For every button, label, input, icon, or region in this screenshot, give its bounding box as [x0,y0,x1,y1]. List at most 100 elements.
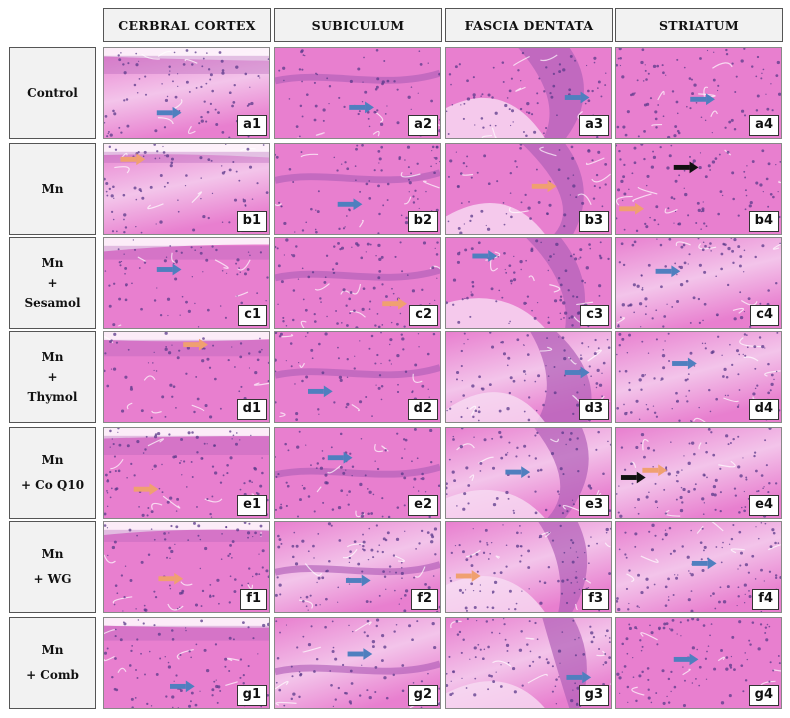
micrograph-panel-a3: a3 [445,47,612,139]
micrograph-panel-a1: a1 [103,47,270,139]
orange-arrow-icon [642,464,668,477]
blue-arrow-icon [566,671,592,684]
micrograph-panel-b3: b3 [445,143,612,235]
panel-label: f2 [411,589,438,610]
row-header-line: Thymol [27,389,78,404]
micrograph-image [104,48,269,138]
panel-label: d2 [407,399,438,420]
micrograph-panel-f1: f1 [103,521,270,613]
column-header-4: STRIATUM [615,8,783,42]
micrograph-image [446,48,611,138]
row-header-line: Mn [41,349,64,364]
micrograph-panel-f4: f4 [615,521,782,613]
micrograph-panel-d1: d1 [103,331,270,423]
micrograph-image [104,332,269,422]
column-header-2: SUBICULUM [274,8,442,42]
micrograph-panel-b4: b4 [615,143,782,235]
blue-arrow-icon [156,263,182,276]
micrograph-panel-g4: g4 [615,617,782,709]
row-header-line: + Comb [26,668,79,682]
micrograph-panel-b1: b1 [103,143,270,235]
orange-arrow-icon [382,297,407,310]
blue-arrow-icon [349,101,374,114]
panel-label: a3 [579,115,609,136]
panel-label: g4 [748,685,779,706]
micrograph-panel-f2: f2 [274,521,441,613]
row-header-line: Mn [41,181,64,196]
panel-label: c4 [750,305,779,326]
blue-arrow-icon [564,366,590,379]
panel-label: f1 [240,589,267,610]
blue-arrow-icon [672,357,697,370]
micrograph-panel-e3: e3 [445,427,612,519]
micrograph-panel-d3: d3 [445,331,612,423]
blue-arrow-icon [170,680,195,693]
row-header-5: Mn + Co Q10 [9,427,96,519]
micrograph-panel-g2: g2 [274,617,441,709]
micrograph-panel-g3: g3 [445,617,612,709]
panel-label: c1 [238,305,267,326]
micrograph-panel-g1: g1 [103,617,270,709]
row-header-line: Mn [41,547,64,561]
panel-label: e3 [579,495,609,516]
row-header-line: Mn [41,643,64,657]
micrograph-panel-a4: a4 [615,47,782,139]
orange-arrow-icon [133,483,159,496]
panel-label: d1 [236,399,267,420]
blue-arrow-icon [691,557,717,570]
column-header-1: CERBRAL CORTEX [103,8,271,42]
micrograph-panel-d2: d2 [274,331,441,423]
row-header-line: + WG [33,572,72,586]
panel-label: a2 [408,115,438,136]
panel-label: c3 [580,305,609,326]
row-header-line: Mn [41,453,64,467]
panel-label: c2 [409,305,438,326]
black-arrow-icon [673,161,699,174]
blue-arrow-icon [655,265,681,278]
row-header-line: Sesamol [24,295,81,310]
micrograph-panel-e1: e1 [103,427,270,519]
micrograph-panel-b2: b2 [274,143,441,235]
blue-arrow-icon [564,91,590,104]
panel-label: g3 [578,685,609,706]
panel-label: g2 [407,685,438,706]
blue-arrow-icon [308,385,333,398]
micrograph-panel-e4: e4 [615,427,782,519]
row-header-3: Mn + Sesamol [9,237,96,329]
column-header-3: FASCIA DENTATA [445,8,613,42]
row-header-7: Mn + Comb [9,617,96,709]
micrograph-image [104,238,269,328]
micrograph-panel-c4: c4 [615,237,782,329]
row-header-line: + [47,275,58,290]
micrograph-image [275,332,440,422]
orange-arrow-icon [158,572,184,585]
panel-label: e4 [749,495,779,516]
orange-arrow-icon [183,338,208,351]
orange-arrow-icon [619,202,645,215]
panel-label: d4 [748,399,779,420]
blue-arrow-icon [472,250,498,262]
micrograph-panel-c3: c3 [445,237,612,329]
orange-arrow-icon [531,180,557,193]
panel-label: b1 [236,211,267,232]
panel-label: b2 [407,211,438,232]
blue-arrow-icon [337,198,363,211]
blue-arrow-icon [327,451,353,464]
black-arrow-icon [620,471,646,484]
blue-arrow-icon [347,648,373,660]
panel-label: e1 [237,495,267,516]
panel-label: d3 [578,399,609,420]
panel-label: b3 [578,211,609,232]
row-header-line: + Co Q10 [20,478,85,492]
micrograph-panel-a2: a2 [274,47,441,139]
row-header-1: Control [9,47,96,139]
blue-arrow-icon [345,574,371,587]
micrograph-image [616,48,781,138]
micrograph-panel-c2: c2 [274,237,441,329]
row-header-line: + [47,369,58,384]
panel-label: f3 [582,589,609,610]
blue-arrow-icon [505,466,531,478]
panel-label: f4 [752,589,779,610]
row-header-2: Mn [9,143,96,235]
